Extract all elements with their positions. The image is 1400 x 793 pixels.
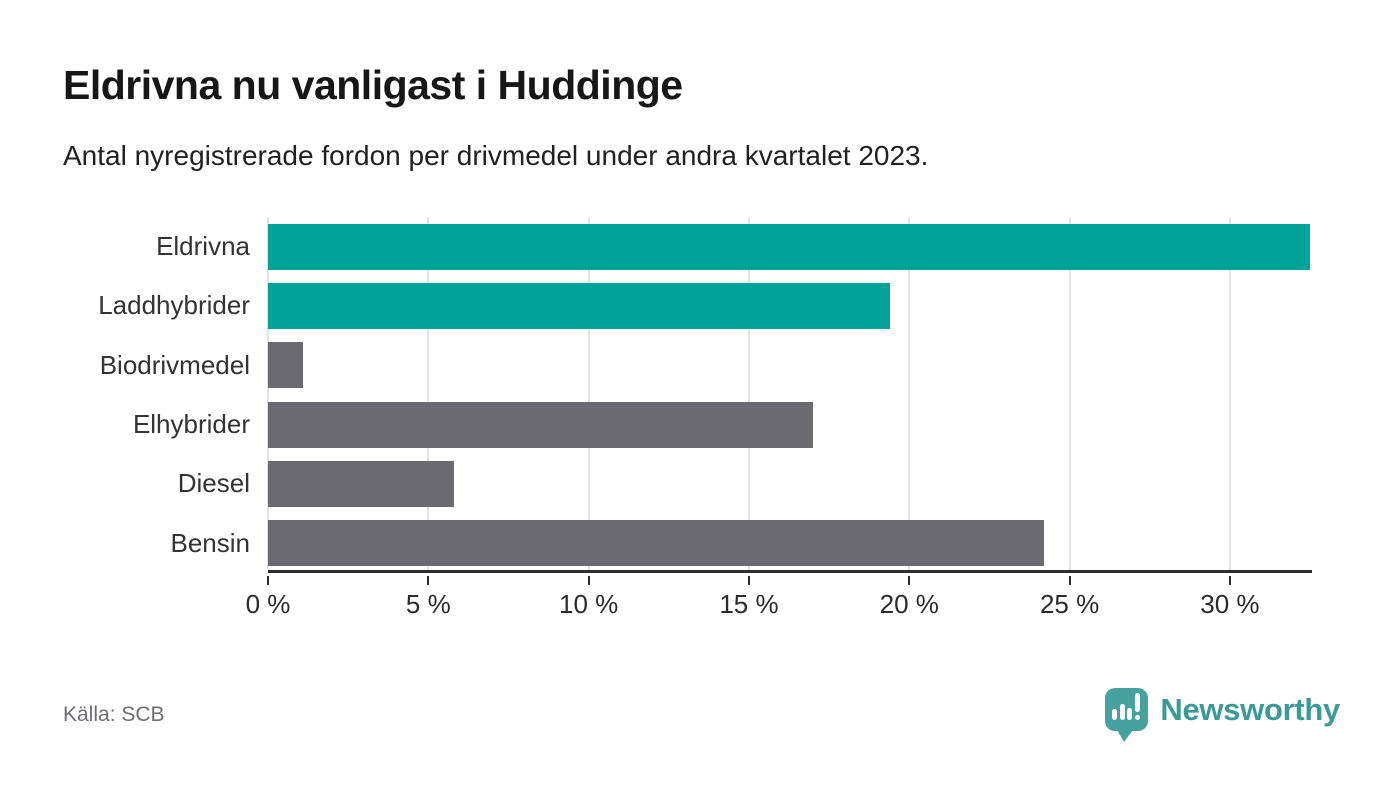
x-axis-tick	[1228, 576, 1231, 585]
category-label-diesel: Diesel	[177, 468, 250, 499]
bar-eldrivna	[268, 223, 1311, 270]
x-tick-label-10: 10 %	[558, 589, 619, 619]
category-label-biodrivmedel: Biodrivmedel	[99, 349, 250, 380]
newsworthy-logo: Newsworthy	[1105, 688, 1340, 742]
x-axis-tick	[908, 576, 911, 585]
newsworthy-wordmark: Newsworthy	[1160, 691, 1340, 727]
logo-bar-icon	[1127, 708, 1133, 720]
x-axis-tick	[587, 576, 590, 585]
x-tick-label-25: 25 %	[1039, 589, 1100, 619]
x-tick-label-0: 0 %	[245, 589, 291, 619]
x-axis-tick	[747, 576, 750, 585]
logo-exclamation-icon	[1134, 693, 1141, 712]
category-label-bensin: Bensin	[170, 527, 251, 558]
logo-bar-icon	[1119, 704, 1125, 720]
gridline-10-percent	[587, 217, 590, 570]
gridline-20-percent	[908, 217, 911, 570]
x-axis-tick	[1068, 576, 1071, 585]
category-labels-column: Eldrivna Laddhybrider Biodrivmedel Elhybrid…	[0, 217, 250, 573]
x-tick-label-5: 5 %	[405, 589, 451, 619]
category-label-eldrivna: Eldrivna	[156, 231, 250, 261]
x-tick-label-20: 20 %	[879, 589, 939, 619]
category-label-elhybrider: Elhybrider	[132, 409, 250, 439]
gridline-30-percent	[1228, 217, 1231, 570]
gridline-5-percent	[427, 217, 430, 570]
gridline-25-percent	[1068, 217, 1071, 570]
logo-bar-icon	[1112, 709, 1118, 720]
bar-bensin	[268, 520, 1044, 567]
bar-biodrivmedel	[268, 342, 304, 389]
bar-laddhybrider	[268, 283, 891, 329]
chart-subtitle: Antal nyregistrerade fordon per drivmede…	[63, 140, 929, 171]
logo-exclamation-dot-icon	[1134, 714, 1141, 720]
newsworthy-logo-icon	[1105, 688, 1149, 742]
x-tick-label-15: 15 %	[719, 589, 779, 619]
category-label-laddhybrider: Laddhybrider	[98, 290, 250, 321]
bar-diesel	[268, 461, 454, 507]
gridline-15-percent	[747, 217, 750, 570]
page-title: Eldrivna nu vanligast i Huddinge	[63, 62, 683, 108]
x-axis-tick	[427, 576, 430, 585]
x-tick-label-30: 30 %	[1200, 589, 1260, 619]
source-attribution: Källa: SCB	[63, 703, 165, 726]
bar-chart-plot-area: 0 % 5 % 10 % 15 % 20 % 25 % 30 %	[246, 217, 1312, 619]
gridline-0-percent	[267, 217, 269, 570]
x-axis-tick	[267, 576, 269, 585]
bar-elhybrider	[268, 401, 814, 448]
